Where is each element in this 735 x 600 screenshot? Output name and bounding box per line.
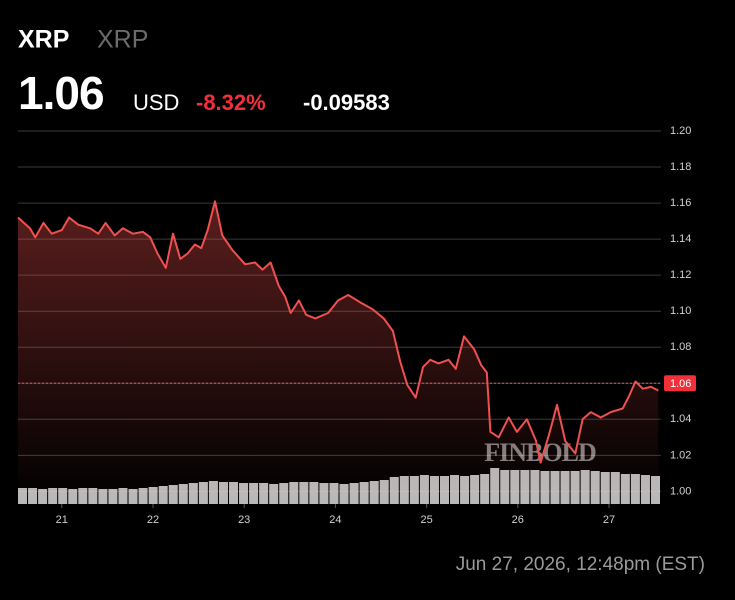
y-tick-label: 1.10 [670, 305, 691, 317]
y-tick-label: 1.02 [670, 449, 691, 461]
timestamp: Jun 27, 2026, 12:48pm (EST) [456, 554, 705, 575]
x-tick-label: 26 [512, 514, 524, 526]
x-tick-label: 24 [329, 514, 341, 526]
plot: 1.00 1.02 1.04 1.06 1.08 1.10 1.12 1.14 1.16 1.18… [17, 125, 696, 526]
current-price-label: 1.06 [670, 378, 691, 390]
y-tick-label: 1.12 [670, 269, 691, 281]
x-tick-label: 23 [238, 514, 250, 526]
y-tick-label: 1.18 [670, 161, 691, 173]
change-percent: -8.32% [196, 90, 266, 115]
y-tick-label: 1.14 [670, 233, 691, 245]
asset-name: XRP [97, 26, 148, 54]
x-tick-label: 27 [603, 514, 615, 526]
change: -0.09583 [303, 90, 390, 115]
y-tick-label: 1.20 [670, 125, 691, 137]
x-tick-label: 21 [56, 514, 68, 526]
currency: USD [133, 90, 179, 115]
price-area [18, 201, 659, 505]
x-tick-label: 25 [420, 514, 432, 526]
y-tick-label: 1.08 [670, 341, 691, 353]
symbol: XRP [18, 26, 69, 54]
y-tick-label: 1.16 [670, 197, 691, 209]
price: 1.06 [18, 67, 104, 119]
price-line [17, 200, 659, 464]
y-tick-label: 1.04 [670, 413, 691, 425]
x-tick-label: 22 [147, 514, 159, 526]
y-tick-label: 1.00 [670, 485, 691, 497]
current-price-badge [664, 375, 696, 392]
